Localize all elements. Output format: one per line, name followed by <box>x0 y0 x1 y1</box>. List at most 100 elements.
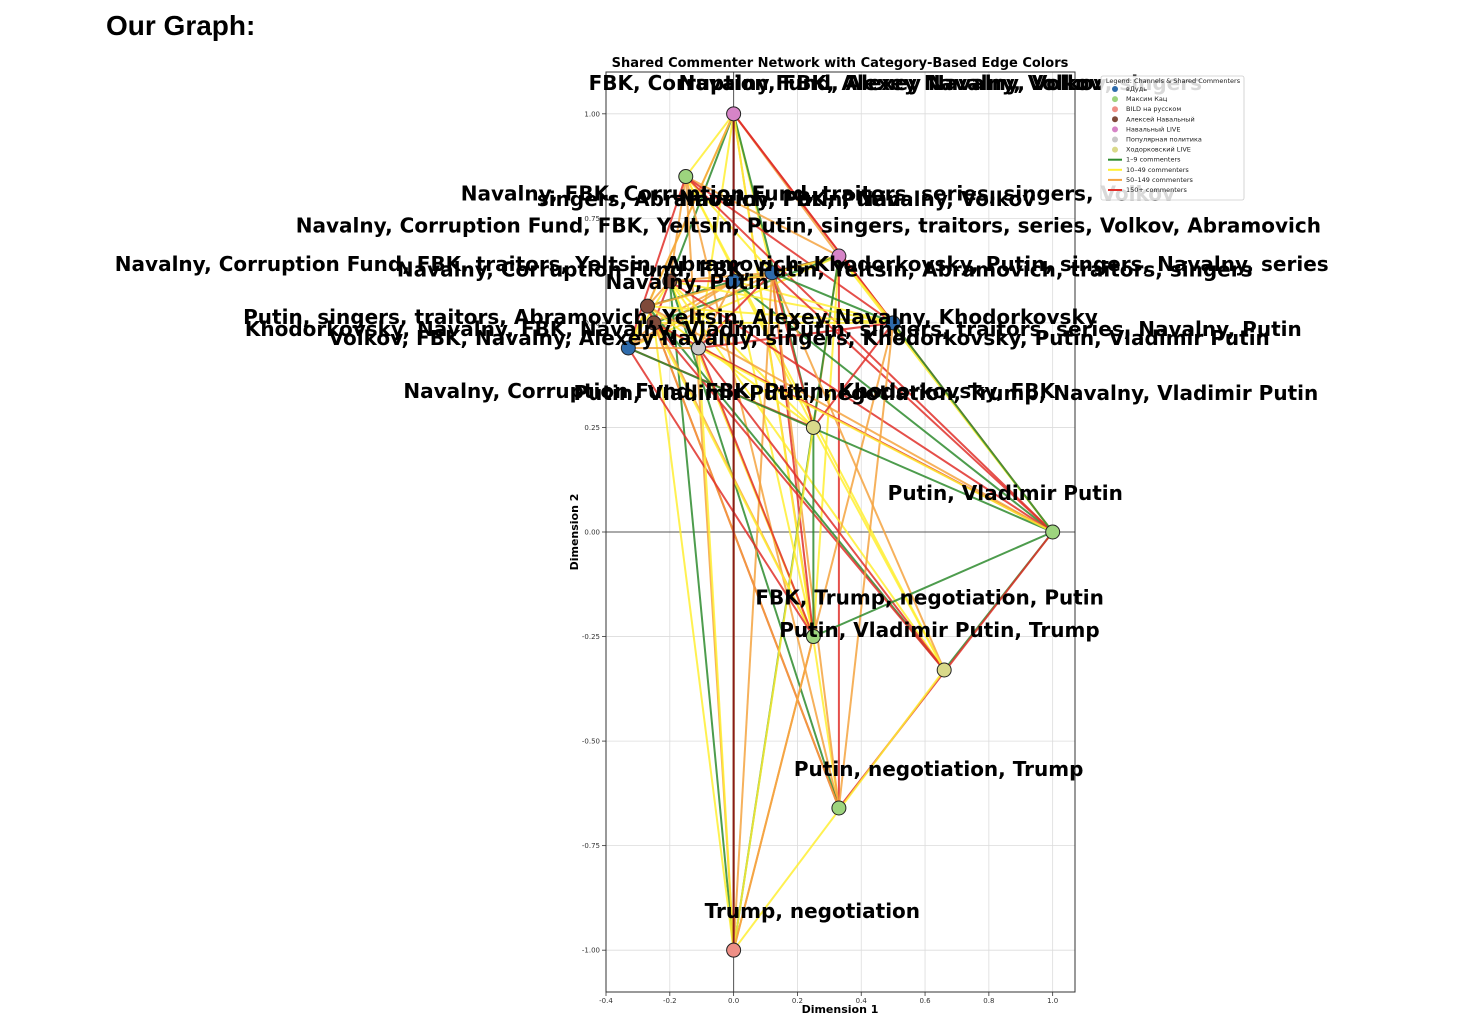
network-edge <box>697 272 773 349</box>
node-label: Putin, Vladimir Putin, Trump <box>779 618 1099 642</box>
network-node <box>805 629 821 645</box>
legend-channel-marker <box>1112 86 1118 92</box>
network-node <box>662 273 678 289</box>
network-node <box>831 800 847 816</box>
network-edge <box>732 113 840 809</box>
legend-channel-marker <box>1112 146 1118 153</box>
network-edge <box>627 280 671 349</box>
y-tick-label: -0.25 <box>582 633 600 641</box>
x-tick-label: 0.6 <box>919 997 931 1005</box>
plot-frame <box>605 71 1076 993</box>
node-label: Navalny, Corruption Fund, FBK, Yeltsin, … <box>296 214 1321 238</box>
y-axis-label: Dimension 2 <box>568 494 581 571</box>
node-label: Khodorkovsky, Navalny, FBK, Navalny, Vla… <box>245 317 1302 341</box>
x-axis-label: Dimension 1 <box>802 1003 879 1016</box>
node-label: Putin, singers, traitors, Abramovich, Ye… <box>243 305 1098 329</box>
network-edge <box>697 347 945 671</box>
node-label: FBK, Trump, negotiation, Putin <box>755 586 1104 610</box>
network-node <box>639 298 655 314</box>
network-edge <box>647 271 773 308</box>
x-tick-label: 0.0 <box>728 997 739 1005</box>
network-node <box>726 106 742 122</box>
legend-channel-label: Алексей Навальный <box>1126 115 1195 123</box>
network-edge <box>812 426 946 671</box>
axes: -0.4 -0.2 0.0 0.2 0.4 0.6 0.8 1.0 -1.00 -0.75 -0.5… <box>582 71 1076 1005</box>
network-edge <box>771 271 1054 533</box>
network-node <box>831 248 847 264</box>
legend-channel-label: Максим Кац <box>1126 95 1168 103</box>
y-tick-label: 0.50 <box>584 319 600 327</box>
network-node <box>726 942 742 958</box>
node-label: Navalny, FBK, Corruption Fund, traitors,… <box>461 182 1175 206</box>
network-edge <box>653 280 735 324</box>
network-edge <box>627 347 815 638</box>
network-edge <box>837 322 895 809</box>
network-edge <box>697 347 815 637</box>
network-edge <box>684 113 735 178</box>
network-node <box>764 265 780 281</box>
y-tick-label: -1.00 <box>582 947 600 955</box>
node-label: FBK, Corruption Fund, Alexey Navalny, Vo… <box>589 71 1202 95</box>
network-node <box>678 169 694 185</box>
x-tick-label: 1.0 <box>1047 997 1058 1005</box>
network-edge <box>669 280 894 324</box>
network-edge <box>733 280 894 324</box>
y-tick-label: -0.50 <box>582 738 600 746</box>
y-tick-label: 1.00 <box>584 110 600 118</box>
legend-channel-label: BILD на русском <box>1126 105 1181 113</box>
network-edge <box>698 321 894 349</box>
network-edge <box>812 531 1054 638</box>
network-edge <box>669 271 772 283</box>
node-label: Navalny, Putin, Navalny, Volkov <box>679 187 1035 211</box>
network-edge <box>669 280 815 429</box>
legend: Legend: Channels & Shared CommentersвДуд… <box>1100 75 1245 201</box>
network-node <box>646 315 662 331</box>
network-edge <box>627 176 687 349</box>
network-edge <box>732 427 815 951</box>
node-label: Volkov, FBK, Navalny, Alexey Navalny, si… <box>329 326 1270 350</box>
legend-edge-label: 1–9 commenters <box>1126 156 1181 164</box>
x-tick-label: 0.4 <box>856 997 868 1005</box>
network-edge <box>668 176 687 282</box>
x-tick-label: -0.2 <box>663 997 677 1005</box>
legend-channel-marker <box>1112 96 1118 103</box>
legend-channel-marker <box>1112 116 1118 123</box>
network-edge <box>697 347 735 951</box>
legend-edge-label: 50–149 commenters <box>1126 176 1194 184</box>
legend-channel-marker <box>1112 106 1118 113</box>
network-edge <box>698 347 1054 533</box>
edges <box>627 113 1054 951</box>
legend-edge-label: 10–49 commenters <box>1126 166 1189 174</box>
y-tick-label: -0.75 <box>582 842 600 850</box>
network-edge <box>646 305 814 429</box>
page-heading: Our Graph: <box>106 10 256 41</box>
network-edge <box>771 271 894 324</box>
node-label: Navalny, FBK, Alexey Navalny, Volkov <box>679 71 1103 95</box>
legend-channel-marker <box>1112 136 1118 143</box>
node-label: Navalny, Corruption Fund, FBK, Putin, Ye… <box>397 258 1253 282</box>
network-edge <box>732 636 815 951</box>
legend-channel-marker <box>1112 126 1118 133</box>
node-label: singers, Abramovich, FBK, Putin <box>537 187 901 211</box>
x-tick-label: 0.2 <box>792 997 803 1005</box>
node-label: Navalny, Corruption Fund, FBK, Putin, Kh… <box>403 379 1056 403</box>
node-label: Putin, Vladimir Putin <box>888 481 1123 505</box>
network-edge <box>646 305 1054 533</box>
network-node <box>620 340 636 356</box>
network-node <box>726 273 742 289</box>
network-edge <box>685 175 894 324</box>
network-edge <box>652 322 840 809</box>
network-edge <box>685 175 773 274</box>
y-tick-label: 0.25 <box>584 424 600 432</box>
network-node <box>936 662 952 678</box>
network-node <box>691 340 707 356</box>
network-edge <box>770 272 946 671</box>
legend-edge-label: 150+ commenters <box>1126 186 1187 194</box>
node-label: Putin, Vladimir Putin, negotiation, Trum… <box>574 381 1319 405</box>
legend-box <box>1100 75 1245 201</box>
network-edge <box>627 347 1054 533</box>
node-label: Navalny, Putin <box>605 270 768 294</box>
chart-title: Shared Commenter Network with Category-B… <box>612 56 1069 71</box>
network-edge <box>892 322 1054 533</box>
